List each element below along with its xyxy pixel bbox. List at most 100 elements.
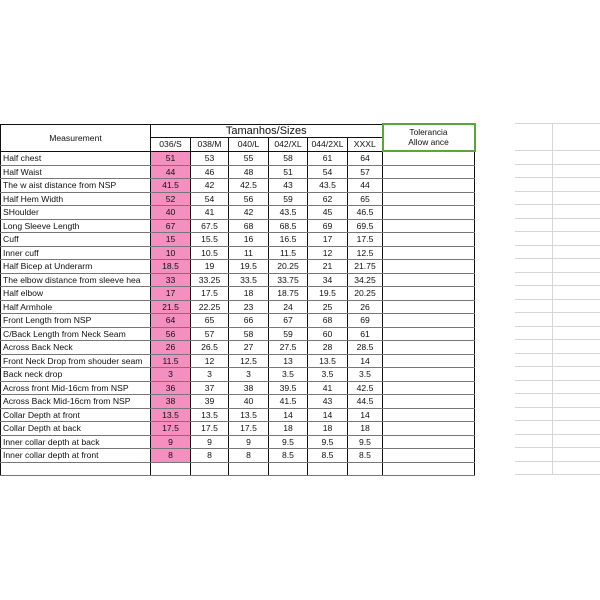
tolerance-cell[interactable] xyxy=(382,448,475,463)
tolerance-cell[interactable] xyxy=(382,421,475,436)
size-value[interactable]: 13.5 xyxy=(150,407,191,422)
size-value[interactable]: 39.5 xyxy=(268,380,308,395)
size-value[interactable]: 11.5 xyxy=(268,245,308,260)
size-value[interactable]: 28 xyxy=(307,340,348,355)
size-value[interactable]: 13.5 xyxy=(228,407,269,422)
size-value[interactable]: 57 xyxy=(190,326,229,341)
size-value[interactable]: 61 xyxy=(347,326,383,341)
size-value[interactable]: 18 xyxy=(268,421,308,436)
size-value[interactable]: 40 xyxy=(150,205,191,220)
tolerance-cell[interactable] xyxy=(382,299,475,314)
measurement-name[interactable]: C/Back Length from Neck Seam xyxy=(0,326,151,341)
size-value[interactable]: 8 xyxy=(190,448,229,463)
tolerance-cell[interactable] xyxy=(382,150,475,166)
empty-cell[interactable] xyxy=(347,461,383,476)
measurement-name[interactable]: Inner collar depth at back xyxy=(0,434,151,449)
size-value[interactable]: 33.5 xyxy=(228,272,269,287)
size-value[interactable]: 15 xyxy=(150,232,191,247)
size-value[interactable]: 19.5 xyxy=(228,259,269,274)
size-value[interactable]: 41 xyxy=(190,205,229,220)
size-value[interactable]: 20.25 xyxy=(347,286,383,301)
size-value[interactable]: 26 xyxy=(347,299,383,314)
size-value[interactable]: 62 xyxy=(307,191,348,206)
size-value[interactable]: 3 xyxy=(190,367,229,382)
tolerance-cell[interactable] xyxy=(382,245,475,260)
measurement-name[interactable]: Inner cuff xyxy=(0,245,151,260)
measurement-name[interactable]: SHoulder xyxy=(0,205,151,220)
measurement-name[interactable]: Across Back Mid-16cm from NSP xyxy=(0,394,151,409)
size-value[interactable]: 23 xyxy=(228,299,269,314)
size-value[interactable]: 26.5 xyxy=(190,340,229,355)
size-header-044/2XL[interactable]: 044/2XL xyxy=(307,137,348,152)
tolerance-cell[interactable] xyxy=(382,259,475,274)
tolerance-cell[interactable] xyxy=(382,394,475,409)
empty-cell[interactable] xyxy=(190,461,229,476)
size-value[interactable]: 19 xyxy=(190,259,229,274)
size-value[interactable]: 8.5 xyxy=(268,448,308,463)
size-value[interactable]: 18 xyxy=(347,421,383,436)
size-value[interactable]: 33.75 xyxy=(268,272,308,287)
empty-cell[interactable] xyxy=(268,461,308,476)
size-value[interactable]: 11.5 xyxy=(150,353,191,368)
size-value[interactable]: 65 xyxy=(347,191,383,206)
size-value[interactable]: 43 xyxy=(268,178,308,193)
tolerance-cell[interactable] xyxy=(382,407,475,422)
size-value[interactable]: 25 xyxy=(307,299,348,314)
size-value[interactable]: 13.5 xyxy=(307,353,348,368)
size-value[interactable]: 8.5 xyxy=(307,448,348,463)
size-value[interactable]: 3 xyxy=(228,367,269,382)
size-value[interactable]: 18.5 xyxy=(150,259,191,274)
size-value[interactable]: 46.5 xyxy=(347,205,383,220)
size-value[interactable]: 17.5 xyxy=(190,421,229,436)
empty-cell[interactable] xyxy=(382,461,475,476)
tolerance-cell[interactable] xyxy=(382,353,475,368)
size-value[interactable]: 17.5 xyxy=(150,421,191,436)
tolerance-cell[interactable] xyxy=(382,434,475,449)
size-value[interactable]: 42.5 xyxy=(228,178,269,193)
size-value[interactable]: 68.5 xyxy=(268,218,308,233)
size-value[interactable]: 64 xyxy=(150,313,191,328)
size-value[interactable]: 33 xyxy=(150,272,191,287)
size-value[interactable]: 41.5 xyxy=(268,394,308,409)
size-value[interactable]: 34.25 xyxy=(347,272,383,287)
size-value[interactable]: 67 xyxy=(150,218,191,233)
size-value[interactable]: 24 xyxy=(268,299,308,314)
size-value[interactable]: 34 xyxy=(307,272,348,287)
measurement-name[interactable]: The w aist distance from NSP xyxy=(0,178,151,193)
size-value[interactable]: 64 xyxy=(347,150,383,166)
size-value[interactable]: 17.5 xyxy=(347,232,383,247)
size-value[interactable]: 8 xyxy=(150,448,191,463)
size-header-040/L[interactable]: 040/L xyxy=(228,137,269,152)
size-value[interactable]: 19.5 xyxy=(307,286,348,301)
size-value[interactable]: 53 xyxy=(190,150,229,166)
size-value[interactable]: 68 xyxy=(307,313,348,328)
size-value[interactable]: 43 xyxy=(307,394,348,409)
measurement-name[interactable]: Front Length from NSP xyxy=(0,313,151,328)
measurement-name[interactable]: Half Armhole xyxy=(0,299,151,314)
size-value[interactable]: 3.5 xyxy=(307,367,348,382)
size-value[interactable]: 21 xyxy=(307,259,348,274)
size-value[interactable]: 56 xyxy=(228,191,269,206)
size-value[interactable]: 68 xyxy=(228,218,269,233)
tolerance-cell[interactable] xyxy=(382,205,475,220)
size-value[interactable]: 9.5 xyxy=(307,434,348,449)
size-value[interactable]: 40 xyxy=(228,394,269,409)
size-value[interactable]: 17 xyxy=(150,286,191,301)
size-value[interactable]: 69 xyxy=(307,218,348,233)
size-value[interactable]: 18 xyxy=(307,421,348,436)
size-header-038/M[interactable]: 038/M xyxy=(190,137,229,152)
measurement-name[interactable]: Half chest xyxy=(0,150,151,166)
size-value[interactable]: 14 xyxy=(268,407,308,422)
size-value[interactable]: 67 xyxy=(268,313,308,328)
tolerance-cell[interactable] xyxy=(382,191,475,206)
tolerance-cell[interactable] xyxy=(382,367,475,382)
tolerance-cell[interactable] xyxy=(382,272,475,287)
size-value[interactable]: 41 xyxy=(307,380,348,395)
size-value[interactable]: 9 xyxy=(190,434,229,449)
size-value[interactable]: 60 xyxy=(307,326,348,341)
measurement-name[interactable]: Collar Depth at back xyxy=(0,421,151,436)
measurement-name[interactable]: Half Hem Width xyxy=(0,191,151,206)
size-value[interactable]: 38 xyxy=(150,394,191,409)
size-value[interactable]: 17 xyxy=(307,232,348,247)
tolerance-cell[interactable] xyxy=(382,218,475,233)
